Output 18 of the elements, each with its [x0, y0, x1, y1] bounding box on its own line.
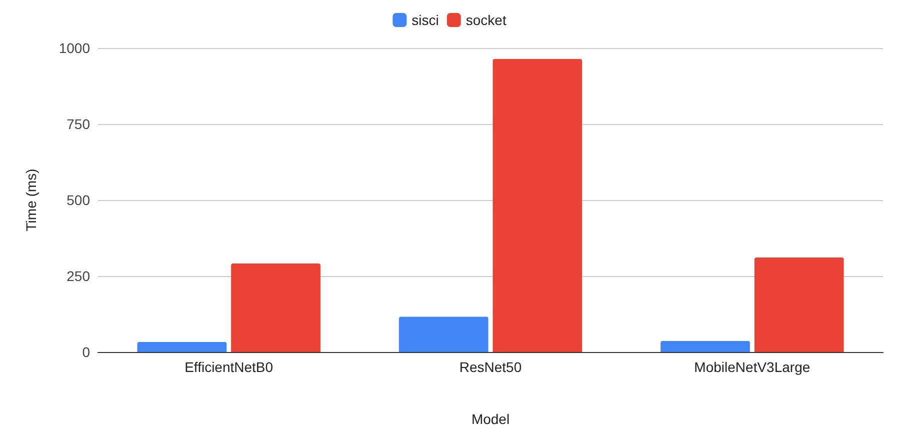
bar	[660, 341, 750, 352]
y-tick-label: 250	[66, 268, 90, 284]
x-tick-label: MobileNetV3Large	[694, 359, 810, 375]
bar	[137, 342, 227, 352]
bar	[492, 58, 582, 352]
x-tick-label: EfficientNetB0	[184, 359, 274, 375]
bar	[754, 257, 844, 352]
x-axis-title: Model	[471, 411, 510, 427]
bar	[398, 316, 488, 352]
y-tick-label: 0	[82, 344, 90, 360]
legend-label: socket	[466, 12, 506, 28]
y-tick-label: 1000	[58, 40, 90, 56]
legend-label: sisci	[412, 12, 439, 28]
x-tick-label: ResNet50	[459, 359, 522, 375]
y-tick-label: 750	[66, 116, 90, 132]
y-tick-label: 500	[66, 192, 90, 208]
bar	[231, 264, 320, 352]
y-axis-title: Time (ms)	[23, 168, 39, 232]
